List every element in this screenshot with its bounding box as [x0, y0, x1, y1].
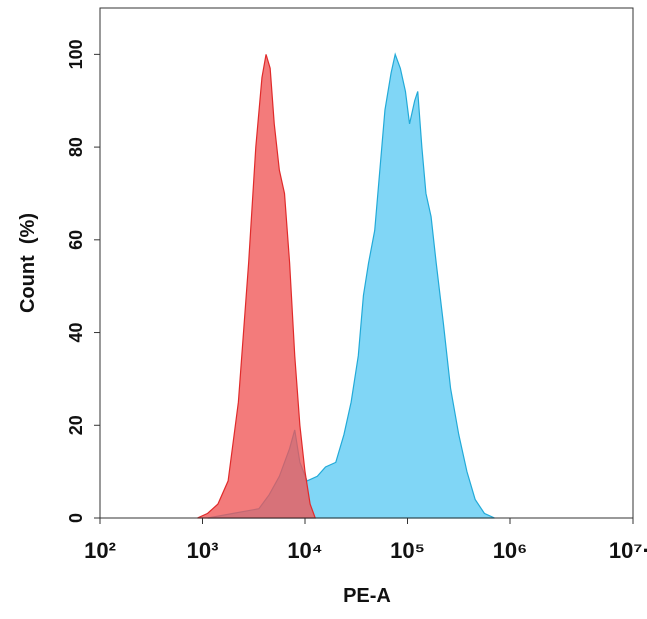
x-tick-label: 10⁶: [493, 538, 528, 563]
plot-frame: [99, 7, 634, 519]
histogram-area: [197, 54, 317, 519]
y-tick-label: 60: [66, 230, 86, 250]
y-tick-label: 80: [66, 137, 86, 157]
x-tick-label: 10⁵: [390, 538, 425, 563]
y-tick-label: 40: [66, 323, 86, 343]
x-axis-label: PE-A: [343, 585, 391, 607]
y-tick-label: 20: [66, 415, 86, 435]
x-tick-label: 10²: [84, 538, 116, 563]
x-tick-label: 10⁷·²: [609, 538, 647, 563]
y-axis-label: Count (%): [17, 213, 39, 313]
x-tick-label: 10³: [187, 538, 219, 563]
x-tick-label: 10⁴: [287, 538, 322, 563]
y-tick-label: 100: [66, 39, 86, 69]
y-tick-label: 0: [66, 513, 86, 523]
